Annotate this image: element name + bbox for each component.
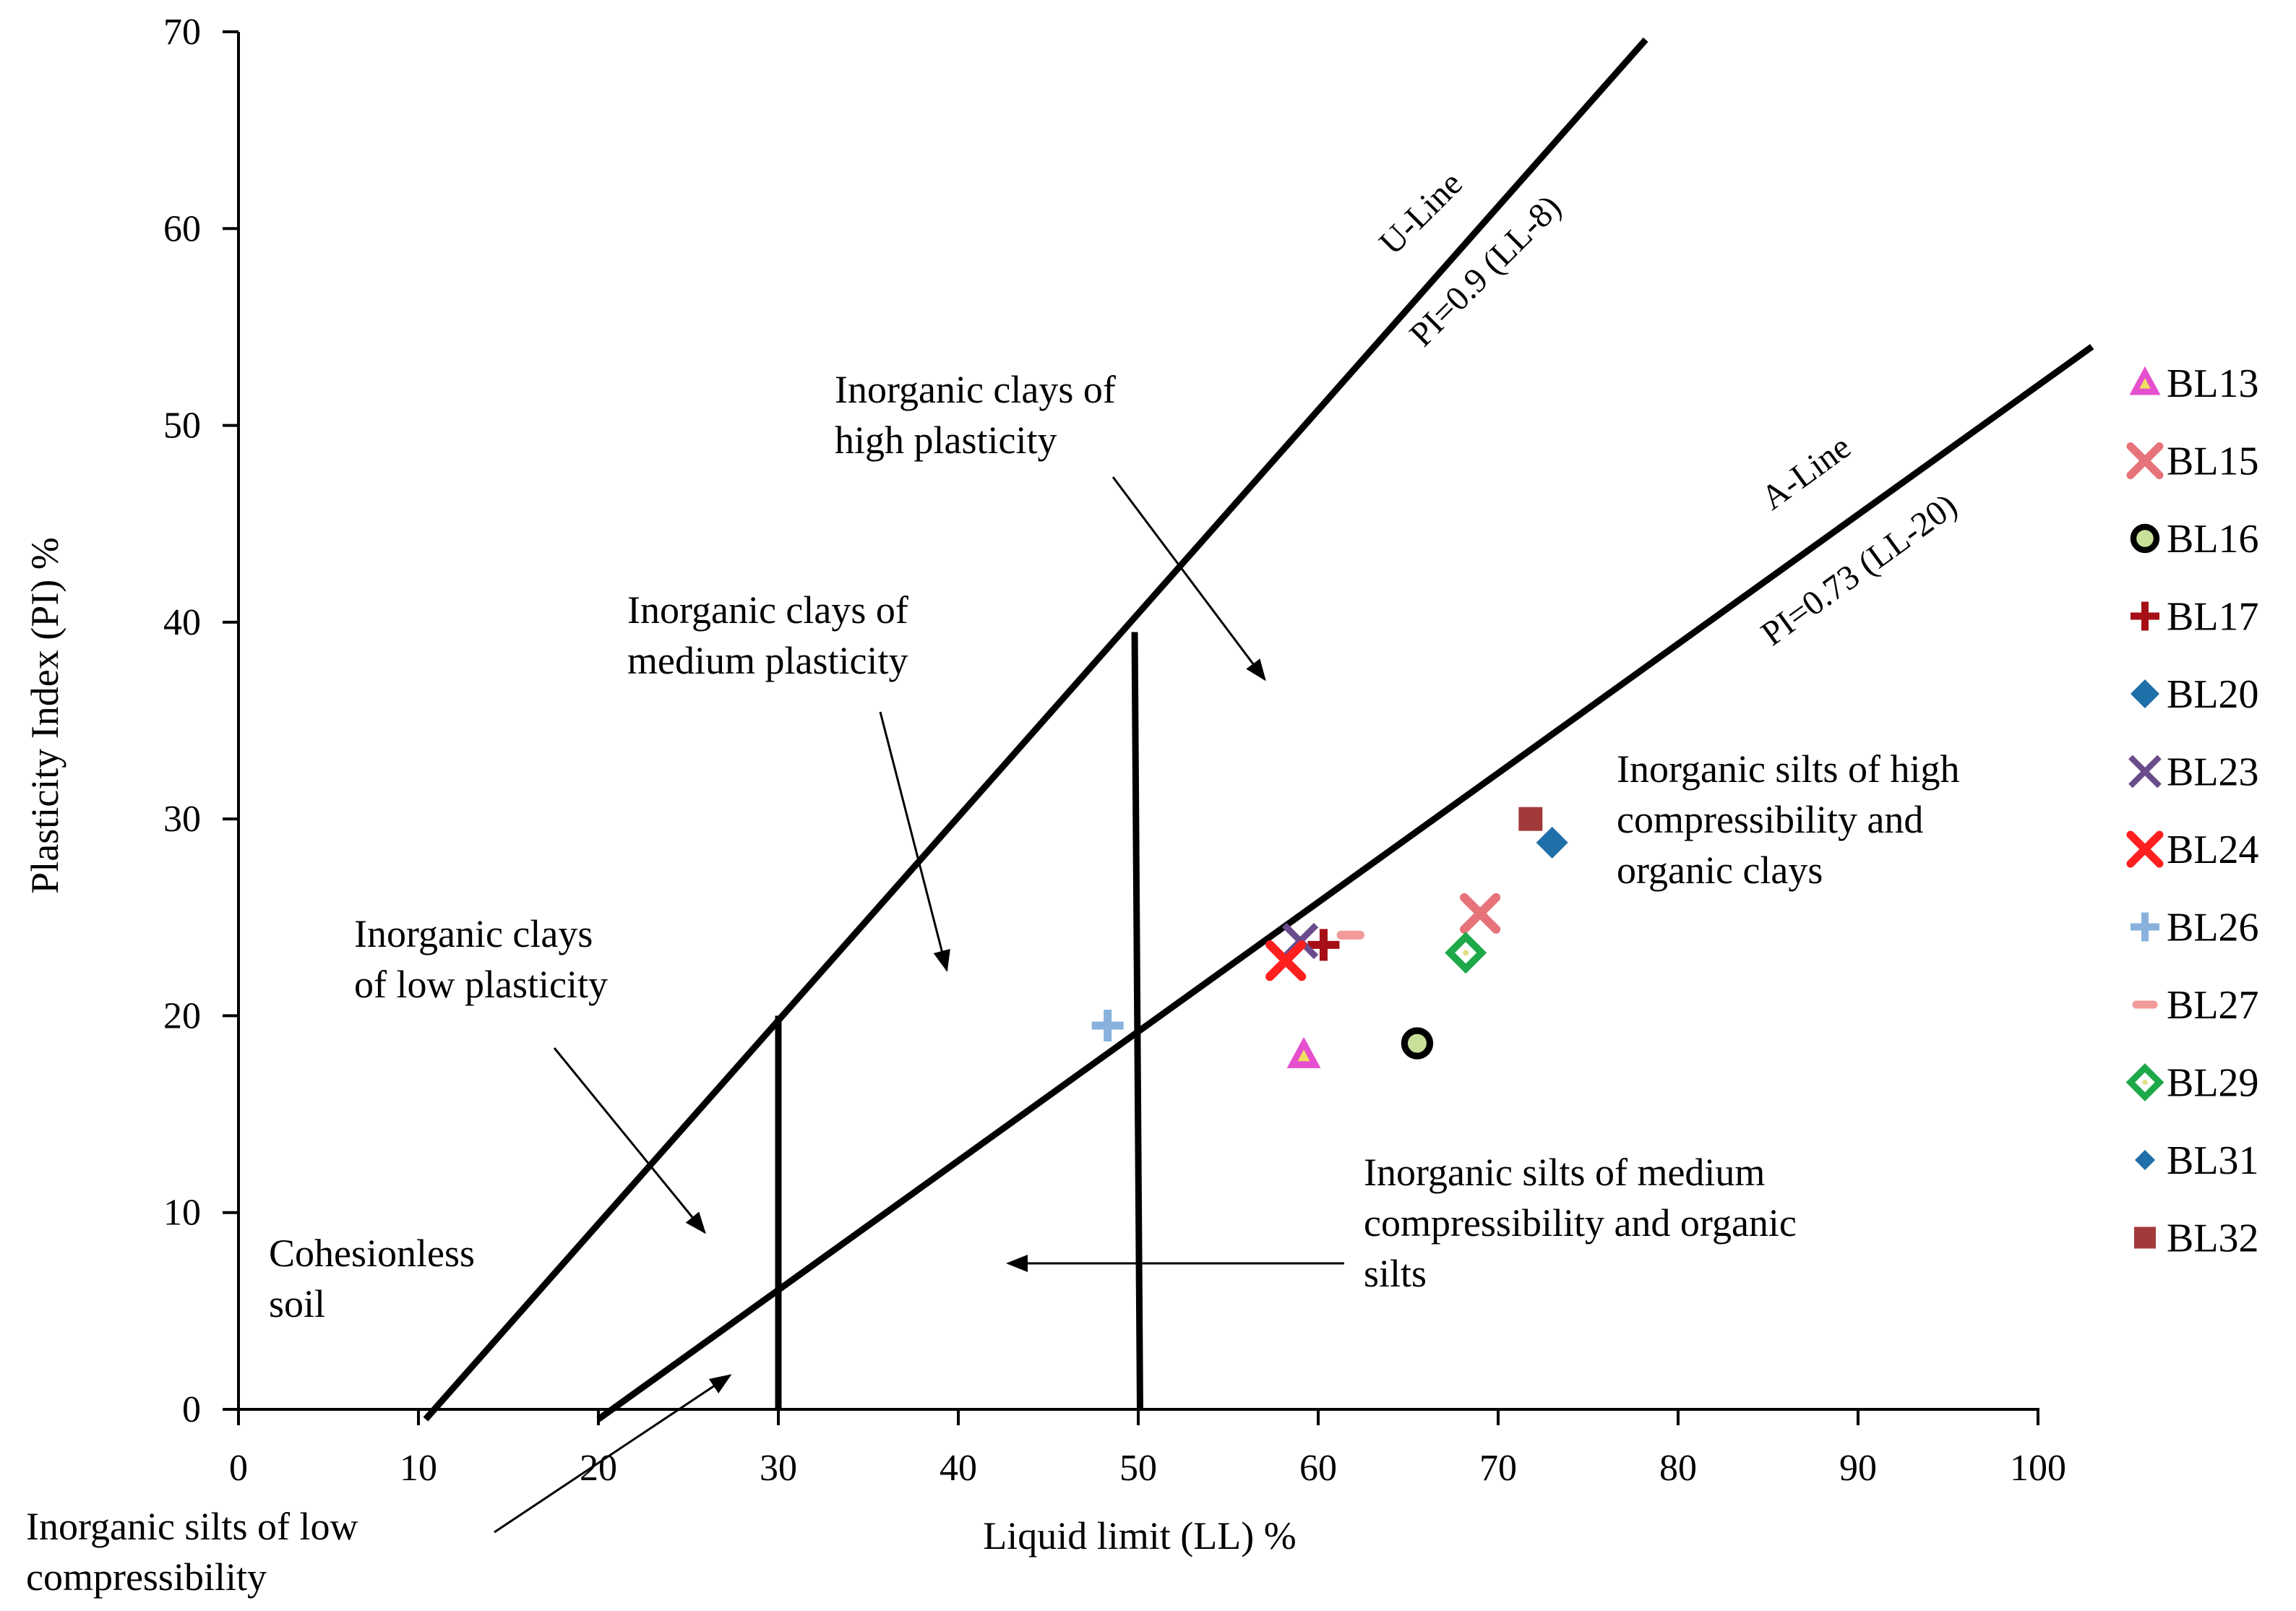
u-line — [423, 37, 1648, 1422]
y-ticks: 0 10 20 30 40 50 60 70 — [163, 12, 238, 1430]
point-bl16 — [1401, 1027, 1434, 1060]
x-ticks: 0 10 20 30 40 50 60 70 80 90 100 — [229, 1409, 2066, 1489]
legend-label-bl16: BL16 — [2167, 517, 2259, 562]
legend-label-bl23: BL23 — [2167, 750, 2259, 795]
legend-label-bl20: BL20 — [2167, 672, 2259, 717]
y-tick-label: 0 — [182, 1389, 201, 1430]
legend-marker-bl17 — [2131, 601, 2159, 631]
x-tick-label: 0 — [229, 1448, 248, 1489]
point-bl15 — [1460, 893, 1501, 934]
x-tick-label: 30 — [760, 1448, 797, 1489]
y-tick-label: 70 — [163, 12, 201, 53]
point-bl32 — [1518, 807, 1543, 831]
x-tick-label: 70 — [1479, 1448, 1517, 1489]
arrow-clays-low — [553, 1047, 706, 1234]
x-tick-label: 10 — [400, 1448, 437, 1489]
y-tick-label: 40 — [163, 602, 201, 643]
x-axis-title: Liquid limit (LL) % — [983, 1514, 1296, 1558]
a-line — [596, 344, 2094, 1422]
annotation-arrows — [494, 476, 1344, 1534]
legend-marker-bl29 — [2125, 1063, 2164, 1101]
y-tick-label: 50 — [163, 405, 201, 447]
legend-marker-bl31 — [2135, 1150, 2155, 1170]
legend-label-bl27: BL27 — [2167, 983, 2259, 1028]
a-line-label: A-Line — [1754, 428, 1857, 517]
y-tick-label: 30 — [163, 799, 201, 840]
point-bl31 — [1541, 831, 1564, 854]
arrow-clays-medium — [879, 711, 950, 972]
annotation-clays-low: Inorganic clays of low plasticity — [354, 912, 608, 1006]
legend-marker-bl24 — [2126, 830, 2164, 868]
annotation-clays-medium: Inorganic clays of medium plasticity — [627, 588, 918, 682]
point-bl29 — [1445, 932, 1487, 974]
point-bl13 — [1286, 1036, 1321, 1068]
legend-label-bl13: BL13 — [2167, 361, 2259, 406]
legend-label-bl26: BL26 — [2167, 906, 2259, 950]
y-tick-label: 10 — [163, 1193, 201, 1234]
reference-lines — [423, 37, 2094, 1422]
annotation-silts-high: Inorganic silts of high compressibility … — [1617, 747, 1969, 892]
annotation-clays-high: Inorganic clays of high plasticity — [835, 368, 1125, 462]
x-tick-label: 50 — [1119, 1448, 1157, 1489]
legend-marker-bl15 — [2126, 442, 2164, 479]
annotation-silts-low: Inorganic silts of low compressibility — [26, 1505, 368, 1599]
point-bl17 — [1307, 929, 1340, 961]
legend-marker-bl32 — [2134, 1226, 2156, 1249]
legend-label-bl17: BL17 — [2167, 595, 2259, 640]
legend-label-bl29: BL29 — [2167, 1061, 2259, 1106]
legend-marker-bl20 — [2131, 679, 2159, 708]
legend-marker-bl13 — [2129, 366, 2161, 395]
arrow-clays-high — [1112, 476, 1266, 682]
point-bl24 — [1265, 940, 1307, 981]
annotation-cohesionless: Cohesionless soil — [269, 1232, 485, 1326]
u-line-label: U-Line — [1372, 164, 1469, 262]
annotations: Cohesionless soil Inorganic clays of low… — [26, 368, 1969, 1599]
legend-label-bl32: BL32 — [2167, 1216, 2259, 1261]
legend-label-bl24: BL24 — [2167, 828, 2259, 872]
x-tick-label: 40 — [940, 1448, 977, 1489]
legend: BL13 BL15 BL16 BL17 BL20 BL23 BL24 BL26 BL27 BL29… — [2125, 361, 2259, 1261]
ll50-boundary-line — [1131, 632, 1143, 1410]
legend-label-bl31: BL31 — [2167, 1138, 2259, 1183]
annotation-silts-medium: Inorganic silts of medium compressibilit… — [1364, 1151, 1806, 1295]
x-tick-label: 90 — [1839, 1448, 1877, 1489]
arrow-silts-low — [494, 1374, 732, 1534]
x-tick-label: 60 — [1299, 1448, 1337, 1489]
point-bl26 — [1091, 1010, 1124, 1042]
legend-marker-bl26 — [2131, 912, 2159, 942]
legend-label-bl15: BL15 — [2167, 439, 2259, 484]
y-tick-label: 60 — [163, 208, 201, 249]
x-tick-label: 100 — [2010, 1448, 2066, 1489]
y-axis-title: Plasticity Index (PI) % — [23, 537, 66, 893]
y-tick-label: 20 — [163, 995, 201, 1036]
x-tick-label: 80 — [1659, 1448, 1697, 1489]
legend-marker-bl23 — [2128, 755, 2162, 789]
legend-marker-bl16 — [2130, 523, 2160, 554]
data-points — [1091, 807, 1568, 1068]
